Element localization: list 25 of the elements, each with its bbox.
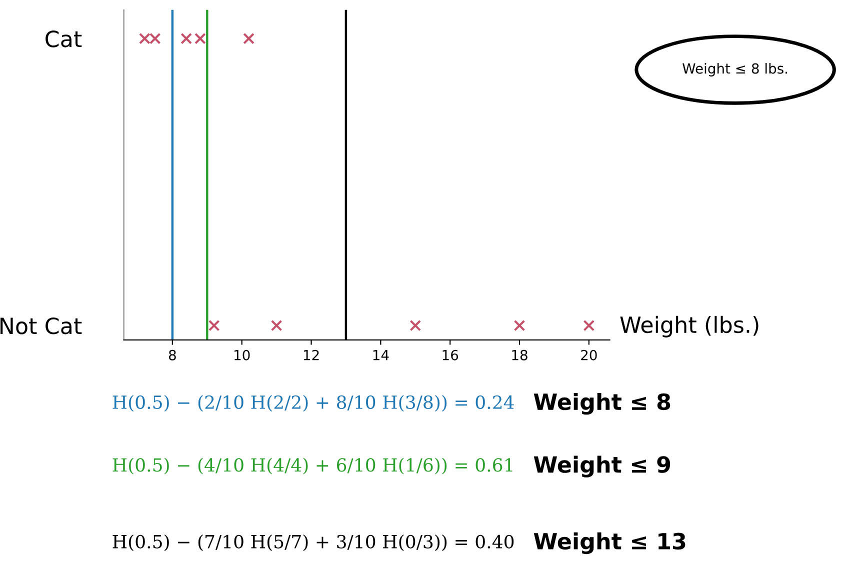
point [410, 320, 422, 332]
x-tick-label: 20 [581, 350, 597, 360]
annotation: H(0.5) − (4/10 H(4/4) + 6/10 H(1/6)) = 0.61 [112, 458, 512, 474]
point [180, 32, 192, 44]
annotation: Weight ≤ 8 [534, 392, 670, 415]
y-tick-label: Not Cat [0, 317, 82, 334]
y-tick-label: Cat [46, 30, 82, 48]
text: Weight ≤ 8 lbs. [682, 63, 788, 76]
x-tick-label: 16 [442, 350, 458, 360]
x-axis-title: Weight (lbs.) [620, 316, 758, 338]
annotation: H(0.5) − (2/10 H(2/2) + 8/10 H(3/8)) = 0.24 [112, 395, 514, 412]
text: H(0.5) − (7/10 H(5/7) + 3/10 H(0/3)) = 0.40 [112, 534, 514, 552]
point [514, 320, 526, 332]
x-tick-label: 18 [512, 350, 528, 360]
x-tick-label: 10 [234, 350, 250, 360]
x-tick-label: 12 [304, 350, 319, 360]
point [583, 320, 595, 332]
x-tick-label: 14 [373, 350, 389, 360]
x-tick-label: 8 [168, 350, 176, 360]
annotation: Weight ≤ 9 [534, 456, 670, 478]
text: Weight ≤ 13 [534, 532, 686, 554]
point [208, 320, 220, 332]
point [243, 32, 254, 44]
point [194, 32, 206, 44]
point [270, 320, 282, 332]
